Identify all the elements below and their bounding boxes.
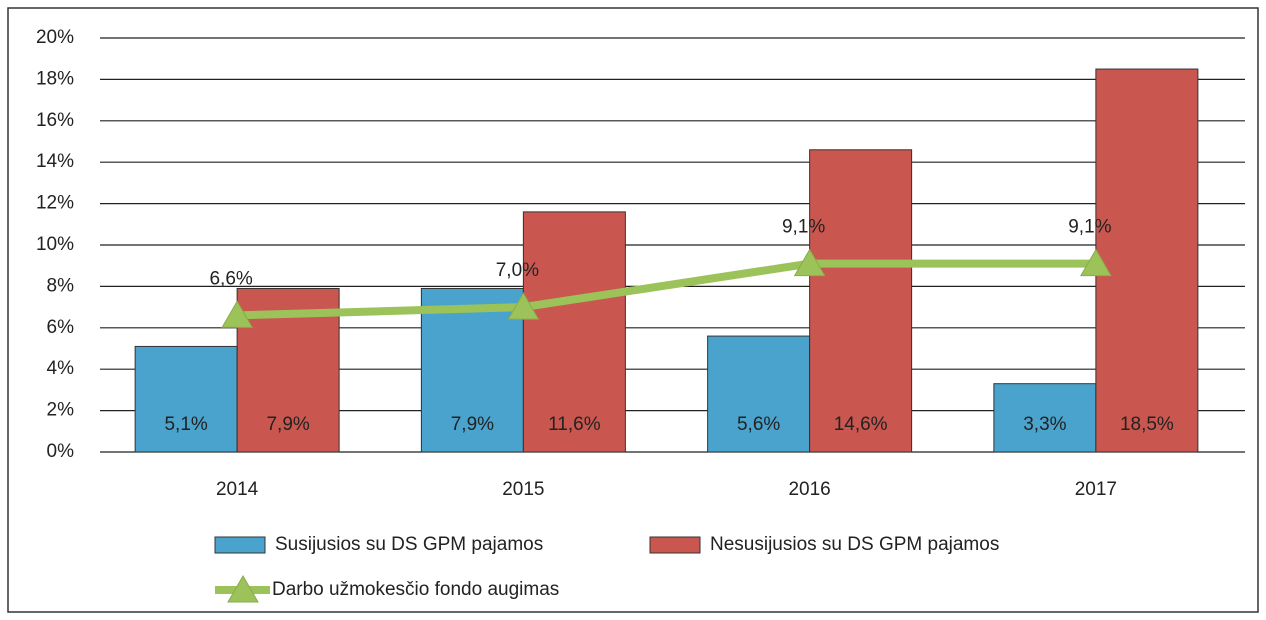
y-tick-label: 4% [47,358,75,379]
bar-value-label: 7,9% [451,414,494,435]
line-marker [1080,248,1112,277]
bar [1095,68,1199,453]
legend-swatch [649,536,701,554]
bar [420,287,524,453]
y-tick-label: 16% [36,110,74,131]
line-marker [221,300,253,328]
y-tick-label: 20% [36,27,74,48]
y-tick-label: 14% [36,151,74,172]
bar [522,211,626,453]
y-tick-label: 6% [47,317,75,338]
y-tick-label: 0% [47,441,75,462]
y-tick-label: 18% [36,68,74,89]
line-value-label: 9,1% [782,217,825,238]
bar [707,335,811,453]
bar [809,149,913,453]
bar-value-label: 5,6% [737,414,780,435]
x-tick-label: 2014 [216,479,259,500]
line-marker [507,292,540,320]
line-marker [793,248,826,277]
y-tick-label: 12% [36,193,74,214]
legend-label: Darbo užmokesčio fondo augimas [272,579,559,600]
y-tick-label: 2% [47,400,75,421]
bar [134,345,238,453]
legend-swatch [214,536,266,554]
bar-value-label: 5,1% [164,414,207,435]
bar-value-label: 7,9% [266,414,309,435]
bar-value-label: 11,6% [548,414,601,435]
x-tick-label: 2015 [502,479,544,500]
y-tick-label: 10% [36,234,74,255]
bar-value-label: 14,6% [834,414,888,435]
line-value-label: 7,0% [496,260,539,281]
chart-frame [7,7,1259,613]
legend-label: Susijusios su DS GPM pajamos [275,534,543,555]
bar-value-label: 3,3% [1023,414,1066,435]
bar [993,383,1097,453]
legend-label: Nesusijusios su DS GPM pajamos [710,534,999,555]
x-tick-label: 2017 [1075,479,1117,500]
line [237,259,1096,320]
line-marker [227,574,259,603]
line-value-label: 6,6% [209,268,252,289]
bar-value-label: 18,5% [1120,414,1174,435]
x-tick-label: 2016 [788,479,830,500]
y-tick-label: 8% [47,275,75,296]
line-value-label: 9,1% [1068,217,1111,238]
